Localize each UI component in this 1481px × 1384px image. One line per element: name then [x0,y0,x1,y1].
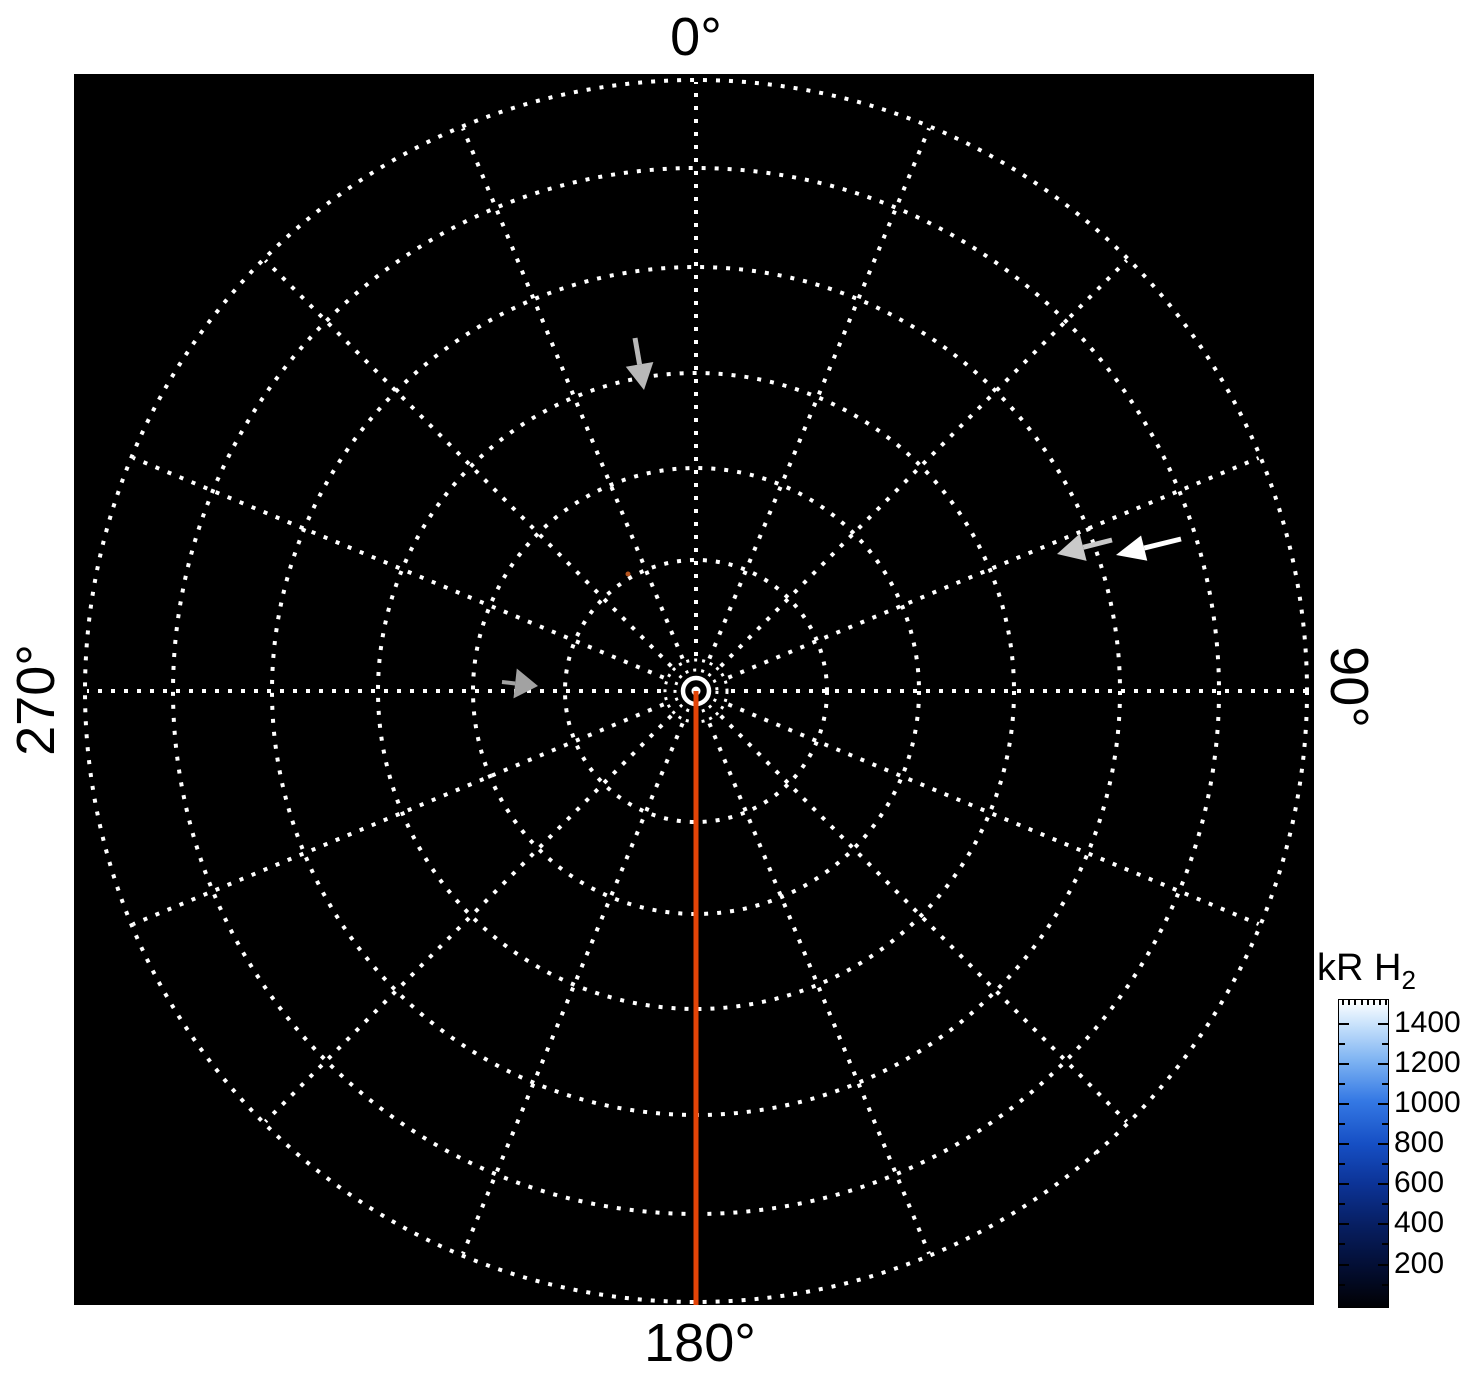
angular-gridline [719,258,1129,668]
colorbar-top-tick [1348,1000,1351,1005]
polar-plot-area [74,74,1314,1305]
polar-grid-svg [83,78,1309,1305]
colorbar-tick-label: 1400 [1394,1005,1461,1039]
colorbar-tick [1378,1102,1388,1105]
arrow-left-gray-head [1057,533,1087,561]
colorbar-top-tick [1342,1000,1344,1005]
colorbar-tick [1339,1062,1349,1065]
angular-gridline [132,702,665,926]
radial-gridline [376,371,1016,1011]
colorbar-tick [1339,1122,1345,1125]
angular-gridline [727,456,1260,680]
colorbar-gradient-bar [1338,999,1389,1308]
radial-gridline [563,558,829,824]
colorbar-tick [1339,1203,1345,1206]
angular-gridline [727,702,1260,926]
colorbar-top-tick [1379,1000,1382,1005]
colorbar-tick [1382,1082,1388,1085]
arrow-down-gray-shaft [632,337,643,365]
colorbar-tick [1382,1283,1388,1286]
angular-gridline [461,722,685,1255]
radial-gridline [83,78,1309,1304]
angular-gridline [707,127,931,660]
colorbar-tick [1382,1203,1388,1206]
angular-gridline [263,258,673,668]
colorbar-tick-label: 200 [1394,1246,1445,1280]
colorbar-tick [1339,1263,1349,1266]
colorbar-tick [1339,1042,1345,1045]
colorbar-tick [1339,1283,1345,1286]
angle-label-0: 0° [670,7,722,67]
angle-label-180: 180° [644,1313,756,1373]
colorbar-tick-label: 1200 [1394,1045,1461,1079]
colorbar-tick [1339,1143,1349,1146]
angular-gridline [132,456,665,680]
arrow-left-gray-shaft [1082,537,1113,550]
colorbar-top-tick [1366,1000,1369,1005]
colorbar-tick-label: 800 [1394,1126,1445,1160]
emission-speck [625,571,631,577]
colorbar-tick [1339,1082,1345,1085]
colorbar-tick [1382,1163,1388,1166]
angle-label-90: 90° [1319,646,1379,728]
colorbar-title-text: kR H [1317,947,1402,989]
arrow-down-gray-head [625,361,654,390]
colorbar-title: kR H2 [1317,949,1416,993]
angular-gridline [461,127,685,660]
colorbar-tick-label: 1000 [1394,1085,1461,1119]
colorbar-tick-label: 400 [1394,1206,1445,1240]
colorbar-tick [1382,1042,1388,1045]
angular-gridline [263,714,673,1124]
arrow-left-white-head [1116,535,1148,561]
colorbar-top-tick [1354,1000,1357,1005]
colorbar-tick [1378,1263,1388,1266]
colorbar-tick [1339,1163,1345,1166]
colorbar-tick-label: 600 [1394,1166,1445,1200]
colorbar-tick [1339,1183,1349,1186]
colorbar-top-tick [1360,1000,1363,1005]
colorbar-tick [1378,1183,1388,1186]
radial-gridline [471,466,921,916]
colorbar-tick [1382,1243,1388,1246]
colorbar-tick [1339,1102,1349,1105]
angular-gridline [719,714,1129,1124]
colorbar-tick [1378,1143,1388,1146]
colorbar-top-tick [1385,1000,1388,1005]
angle-label-270: 270° [6,644,66,756]
colorbar-tick [1339,1223,1349,1226]
arrow-right-gray-shaft [501,680,516,686]
angular-gridline [707,722,931,1255]
colorbar-tick [1378,1223,1388,1226]
arrow-left-white-shaft [1143,536,1182,551]
colorbar-tick [1382,1122,1388,1125]
colorbar-top-tick [1373,1000,1375,1005]
colorbar-tick [1378,1062,1388,1065]
colorbar-tick [1378,1022,1388,1025]
colorbar-tick [1339,1243,1345,1246]
colorbar-title-subscript: 2 [1401,965,1416,995]
arrow-right-gray-head [513,668,538,699]
colorbar-tick [1339,1022,1349,1025]
